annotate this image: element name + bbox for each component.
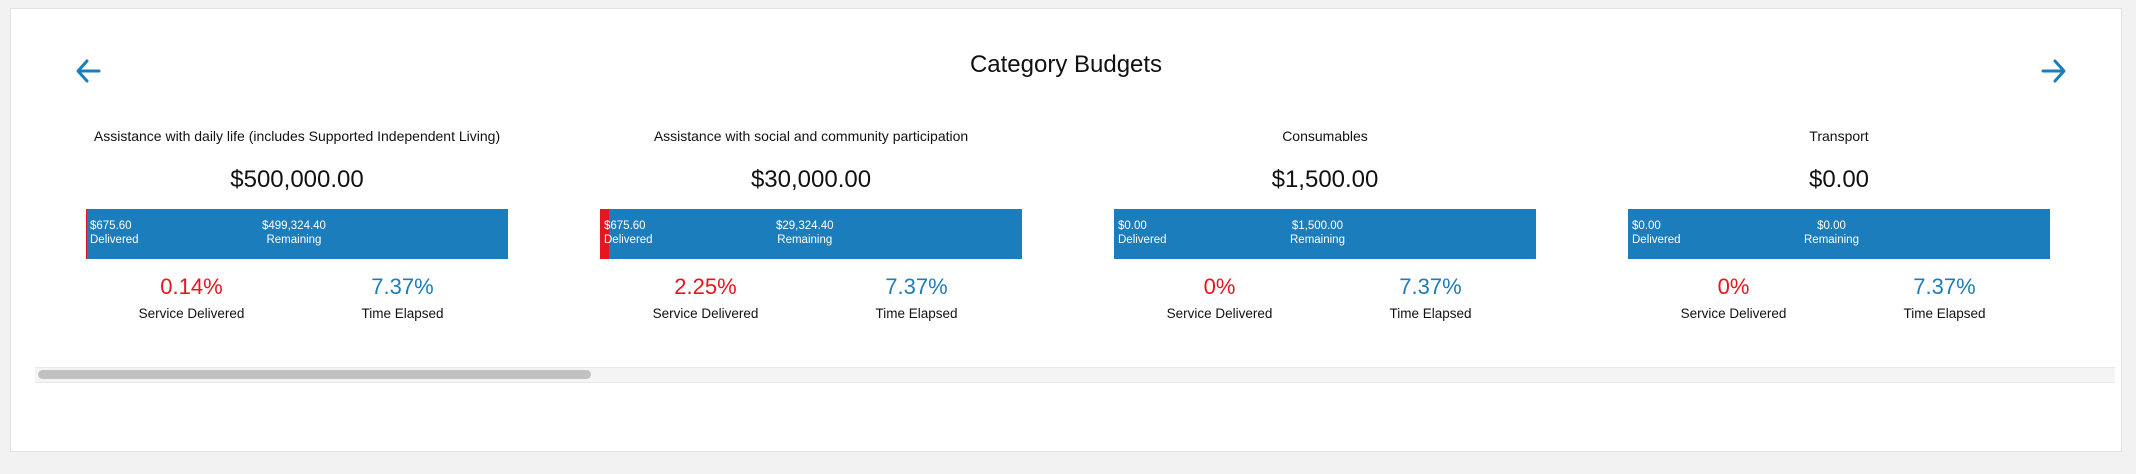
remaining-amount: $1,500.00	[1291, 220, 1344, 232]
card-title: Assistance with social and community par…	[653, 128, 969, 144]
budget-progress-bar: $0.00 Delivered $1,500.00 Remaining	[1114, 209, 1536, 259]
card-amount: $0.00	[1808, 166, 1870, 193]
category-budgets-panel: Category Budgets Assistance with daily l…	[10, 8, 2122, 452]
time-elapsed-label: Time Elapsed	[1903, 306, 1986, 321]
delivered-text: Delivered	[90, 234, 139, 246]
remaining-label: $499,324.40 Remaining	[262, 219, 326, 247]
time-elapsed-value: 7.37%	[885, 274, 948, 299]
service-delivered-stat: 2.25% Service Delivered	[600, 274, 811, 321]
arrow-left-icon	[76, 59, 101, 83]
budget-card: Transport $0.00 $0.00 Delivered $0.00 Re…	[1628, 114, 2050, 334]
delivered-amount: $675.60	[604, 220, 646, 232]
card-title: Consumables	[1282, 128, 1368, 144]
delivered-text: Delivered	[1118, 234, 1167, 246]
time-elapsed-stat: 7.37% Time Elapsed	[1839, 274, 2050, 321]
time-elapsed-label: Time Elapsed	[875, 306, 958, 321]
horizontal-scrollbar[interactable]	[35, 367, 2115, 383]
delivered-text: Delivered	[1632, 234, 1681, 246]
time-elapsed-value: 7.37%	[371, 274, 434, 299]
budget-progress-bar: $675.60 Delivered $29,324.40 Remaining	[600, 209, 1022, 259]
time-elapsed-label: Time Elapsed	[361, 306, 444, 321]
time-elapsed-stat: 7.37% Time Elapsed	[297, 274, 508, 321]
page-title: Category Budgets	[969, 51, 1163, 78]
service-delivered-label: Service Delivered	[652, 306, 759, 321]
budget-card: Consumables $1,500.00 $0.00 Delivered $1…	[1114, 114, 1536, 334]
cards-carousel: Assistance with daily life (includes Sup…	[35, 114, 2115, 334]
service-delivered-value: 0%	[1717, 274, 1750, 299]
card-amount: $500,000.00	[230, 166, 364, 193]
delivered-fill	[86, 209, 87, 259]
previous-button[interactable]	[71, 55, 107, 87]
time-elapsed-label: Time Elapsed	[1389, 306, 1472, 321]
card-amount: $30,000.00	[750, 166, 872, 193]
delivered-label: $675.60 Delivered	[90, 219, 139, 247]
time-elapsed-value: 7.37%	[1399, 274, 1462, 299]
delivered-amount: $0.00	[1632, 220, 1661, 232]
service-delivered-stat: 0% Service Delivered	[1628, 274, 1839, 321]
service-delivered-stat: 0% Service Delivered	[1114, 274, 1325, 321]
remaining-text: Remaining	[1290, 234, 1345, 246]
remaining-label: $29,324.40 Remaining	[776, 219, 834, 247]
delivered-label: $0.00 Delivered	[1118, 219, 1167, 247]
card-title: Transport	[1809, 128, 1869, 144]
service-delivered-value: 0.14%	[160, 274, 223, 299]
service-delivered-label: Service Delivered	[138, 306, 245, 321]
service-delivered-stat: 0.14% Service Delivered	[86, 274, 297, 321]
remaining-text: Remaining	[777, 234, 833, 246]
delivered-fill	[600, 209, 610, 259]
remaining-text: Remaining	[266, 234, 322, 246]
remaining-text: Remaining	[1804, 234, 1859, 246]
scrollbar-thumb[interactable]	[38, 370, 592, 379]
delivered-label: $0.00 Delivered	[1632, 219, 1681, 247]
delivered-text: Delivered	[604, 234, 653, 246]
budget-card: Assistance with daily life (includes Sup…	[86, 114, 508, 334]
time-elapsed-value: 7.37%	[1913, 274, 1976, 299]
budget-card: Assistance with social and community par…	[600, 114, 1022, 334]
remaining-amount: $0.00	[1817, 220, 1846, 232]
delivered-label: $675.60 Delivered	[604, 219, 653, 247]
delivered-amount: $675.60	[90, 220, 132, 232]
service-delivered-value: 2.25%	[674, 274, 737, 299]
service-delivered-value: 0%	[1203, 274, 1236, 299]
time-elapsed-stat: 7.37% Time Elapsed	[1325, 274, 1536, 321]
remaining-amount: $29,324.40	[776, 220, 834, 232]
time-elapsed-stat: 7.37% Time Elapsed	[811, 274, 1022, 321]
card-amount: $1,500.00	[1271, 166, 1379, 193]
remaining-label: $0.00 Remaining	[1804, 219, 1859, 247]
service-delivered-label: Service Delivered	[1166, 306, 1273, 321]
delivered-amount: $0.00	[1118, 220, 1147, 232]
service-delivered-label: Service Delivered	[1680, 306, 1787, 321]
next-button[interactable]	[2035, 55, 2071, 87]
budget-progress-bar: $0.00 Delivered $0.00 Remaining	[1628, 209, 2050, 259]
remaining-label: $1,500.00 Remaining	[1290, 219, 1345, 247]
arrow-right-icon	[2041, 59, 2066, 83]
budget-progress-bar: $675.60 Delivered $499,324.40 Remaining	[86, 209, 508, 259]
card-title: Assistance with daily life (includes Sup…	[93, 128, 501, 144]
remaining-amount: $499,324.40	[262, 220, 326, 232]
